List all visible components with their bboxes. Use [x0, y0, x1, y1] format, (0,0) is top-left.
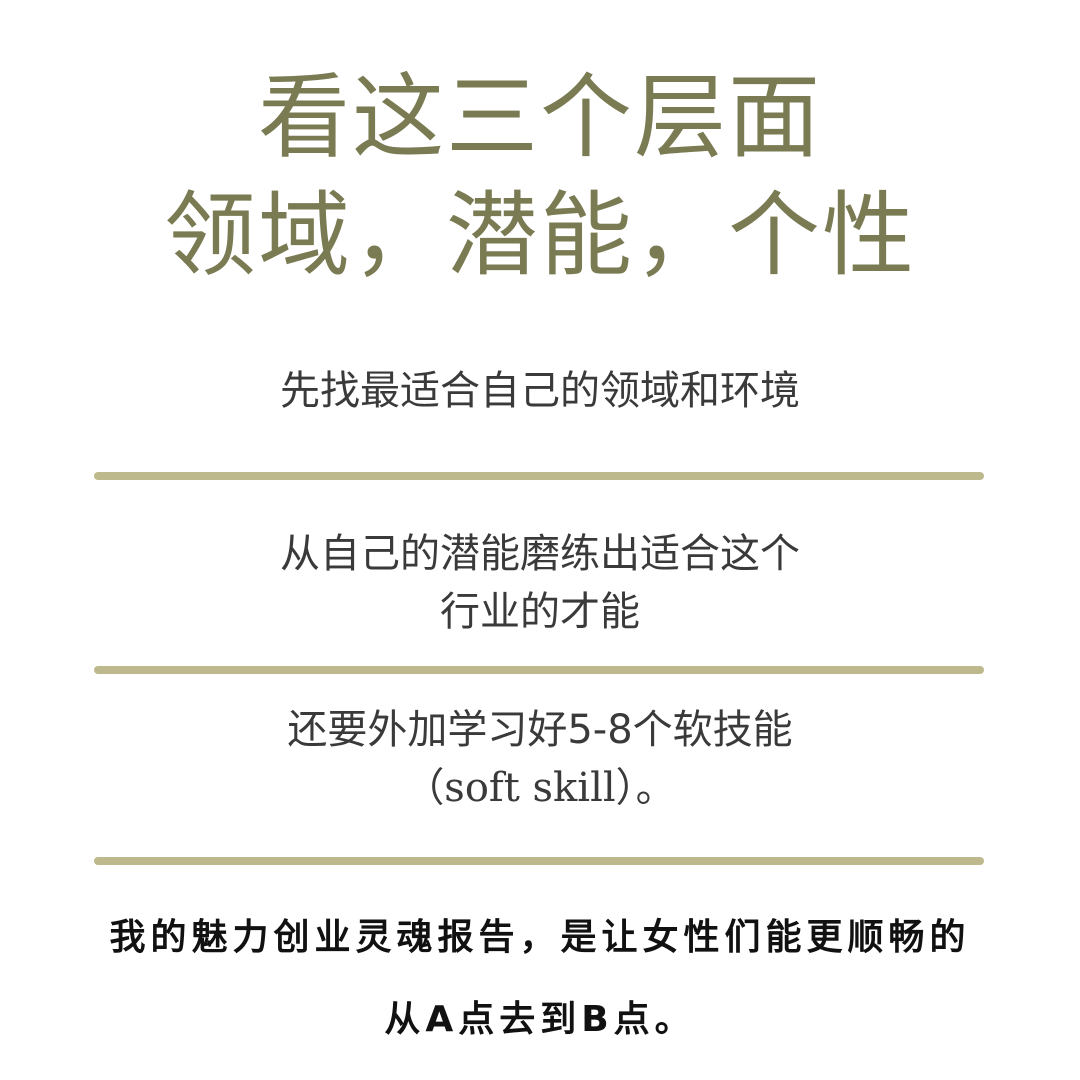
footer-line-1: 我的魅力创业灵魂报告，是让女性们能更顺畅的 [109, 917, 971, 958]
divider-2 [94, 666, 984, 674]
point-potential-line-1: 从自己的潜能磨练出适合这个 [280, 531, 800, 577]
point-domain-line-1: 先找最适合自己的领域和环境 [280, 368, 800, 414]
footer-line-2: 从A点去到B点。 [384, 999, 696, 1040]
point-soft-skills-line-2: （soft skill）。 [404, 765, 676, 811]
point-potential-line-2: 行业的才能 [440, 589, 640, 635]
point-potential: 从自己的潜能磨练出适合这个 行业的才能 [0, 525, 1080, 641]
title-line-2: 领域，潜能，个性 [163, 182, 916, 289]
point-domain: 先找最适合自己的领域和环境 [0, 362, 1080, 420]
divider-3 [94, 857, 984, 865]
point-soft-skills: 还要外加学习好5-8个软技能 （soft skill）。 [0, 701, 1080, 817]
point-soft-skills-line-1: 还要外加学习好5-8个软技能 [287, 707, 793, 753]
divider-1 [94, 472, 984, 480]
title-line-1: 看这三个层面 [257, 64, 822, 171]
